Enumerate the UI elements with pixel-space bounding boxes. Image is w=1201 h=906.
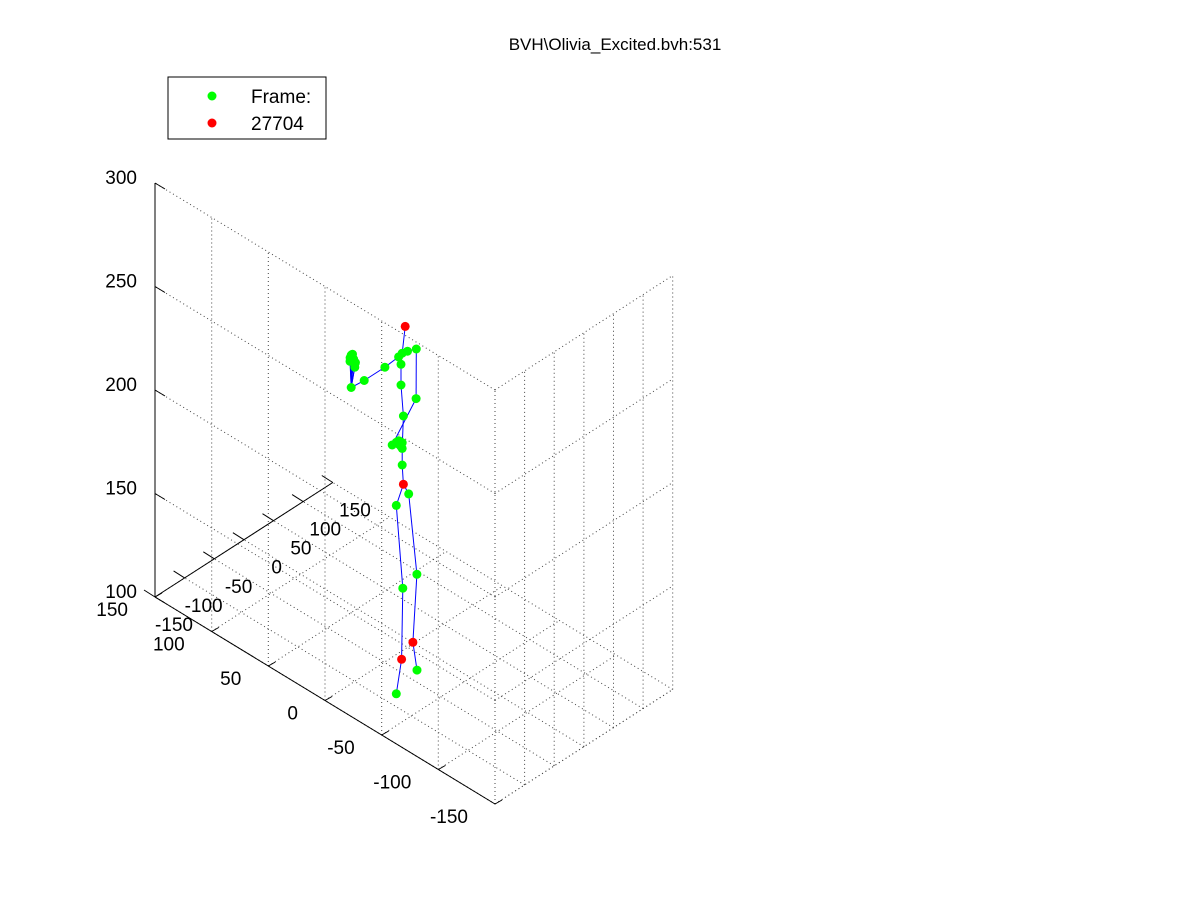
- y-tick-label: 50: [220, 669, 241, 690]
- x-tick-mark: [322, 476, 333, 483]
- x-tick-label: 150: [339, 501, 371, 522]
- legend-marker-frame: [208, 92, 217, 101]
- z-tick-mark: [155, 287, 165, 293]
- joint-sp1: [398, 444, 407, 453]
- bone-sp2-sp3: [401, 385, 403, 416]
- y-tick-mark: [212, 628, 219, 632]
- grid-layer: [155, 183, 673, 804]
- grid-line-rightwall-horizontal: [495, 483, 673, 598]
- x-tick-label: -50: [225, 577, 252, 598]
- bone-lhip-lknee: [396, 505, 403, 588]
- chart-title: BVH\Olivia_Excited.bvh:531: [509, 35, 722, 54]
- joint-sp0: [398, 461, 407, 470]
- legend-label-27704: 27704: [251, 114, 304, 135]
- x-tick-mark: [174, 571, 185, 578]
- grid-line-floor-x: [333, 483, 673, 690]
- z-tick-mark: [155, 494, 165, 500]
- joint-lhip: [392, 501, 401, 510]
- bone-lknee-lankle: [402, 588, 403, 659]
- y-tick-mark: [382, 731, 389, 735]
- joint-rsh: [412, 345, 421, 354]
- x-tick-mark: [233, 533, 244, 540]
- joint-head: [401, 322, 410, 331]
- x-tick-label: 0: [271, 558, 282, 579]
- joint-rankle: [408, 638, 417, 647]
- x-tick-label: -150: [155, 615, 193, 636]
- grid-line-floor-y: [212, 517, 390, 632]
- z-tick-label: 200: [105, 375, 137, 396]
- x-tick-mark: [203, 552, 214, 559]
- grid-line-floor-y: [438, 655, 616, 770]
- grid-line-rightwall-horizontal: [495, 276, 673, 391]
- z-tick-label: 300: [105, 168, 137, 189]
- axes-layer: 100150200250300-150-100-50050100150-150-…: [96, 168, 502, 828]
- z-tick-mark: [155, 390, 165, 396]
- y-tick-label: 100: [153, 635, 185, 656]
- legend-marker-27704: [208, 119, 217, 128]
- joint-rtoe: [413, 666, 422, 675]
- grid-line-leftwall-horizontal: [155, 390, 495, 597]
- joint-lel: [360, 376, 369, 385]
- joint-lsh: [380, 363, 389, 372]
- z-tick-mark: [155, 597, 165, 603]
- y-tick-mark: [495, 800, 502, 804]
- bone-rhip-rknee: [409, 494, 417, 574]
- y-tick-mark: [268, 662, 275, 666]
- x-tick-label: 50: [290, 539, 311, 560]
- joint-lankle: [397, 655, 406, 664]
- x-tick-label: -100: [185, 596, 223, 617]
- y-tick-mark: [325, 697, 332, 701]
- legend-label-frame: Frame:: [251, 87, 311, 108]
- joint-sp3: [397, 381, 406, 390]
- joint-lwr: [347, 383, 356, 392]
- joint-ltoe: [392, 689, 401, 698]
- z-tick-mark: [155, 183, 165, 189]
- x-tick-mark: [263, 514, 274, 521]
- y-tick-label: 150: [96, 600, 128, 621]
- y-tick-label: -150: [430, 807, 468, 828]
- joint-sp4: [397, 360, 406, 369]
- x-tick-mark: [144, 590, 155, 597]
- x-tick-label: 100: [309, 520, 341, 541]
- bone-lankle-ltoe: [396, 659, 401, 694]
- joint-sp2: [399, 412, 408, 421]
- legend: Frame: 27704: [168, 77, 326, 139]
- y-tick-label: -100: [373, 773, 411, 794]
- joint-rhip: [404, 489, 413, 498]
- joint-rknee: [412, 570, 421, 579]
- y-tick-mark: [438, 766, 445, 770]
- z-tick-label: 150: [105, 479, 137, 500]
- joint-lknee: [398, 584, 407, 593]
- grid-line-floor-y: [268, 552, 446, 667]
- grid-line-rightwall-horizontal: [495, 379, 673, 494]
- y-tick-label: -50: [327, 738, 354, 759]
- grid-line-rightwall-horizontal: [495, 586, 673, 701]
- y-tick-mark: [155, 593, 162, 597]
- z-tick-label: 250: [105, 272, 137, 293]
- joint-lh7: [351, 358, 360, 367]
- x-tick-mark: [292, 495, 303, 502]
- joint-rel: [412, 394, 421, 403]
- bone-rknee-rankle: [413, 574, 417, 642]
- grid-line-floor-x: [214, 559, 554, 766]
- joint-rclav: [403, 347, 412, 356]
- grid-line-leftwall-horizontal: [155, 287, 495, 494]
- joint-hips: [399, 480, 408, 489]
- y-tick-label: 0: [287, 704, 298, 725]
